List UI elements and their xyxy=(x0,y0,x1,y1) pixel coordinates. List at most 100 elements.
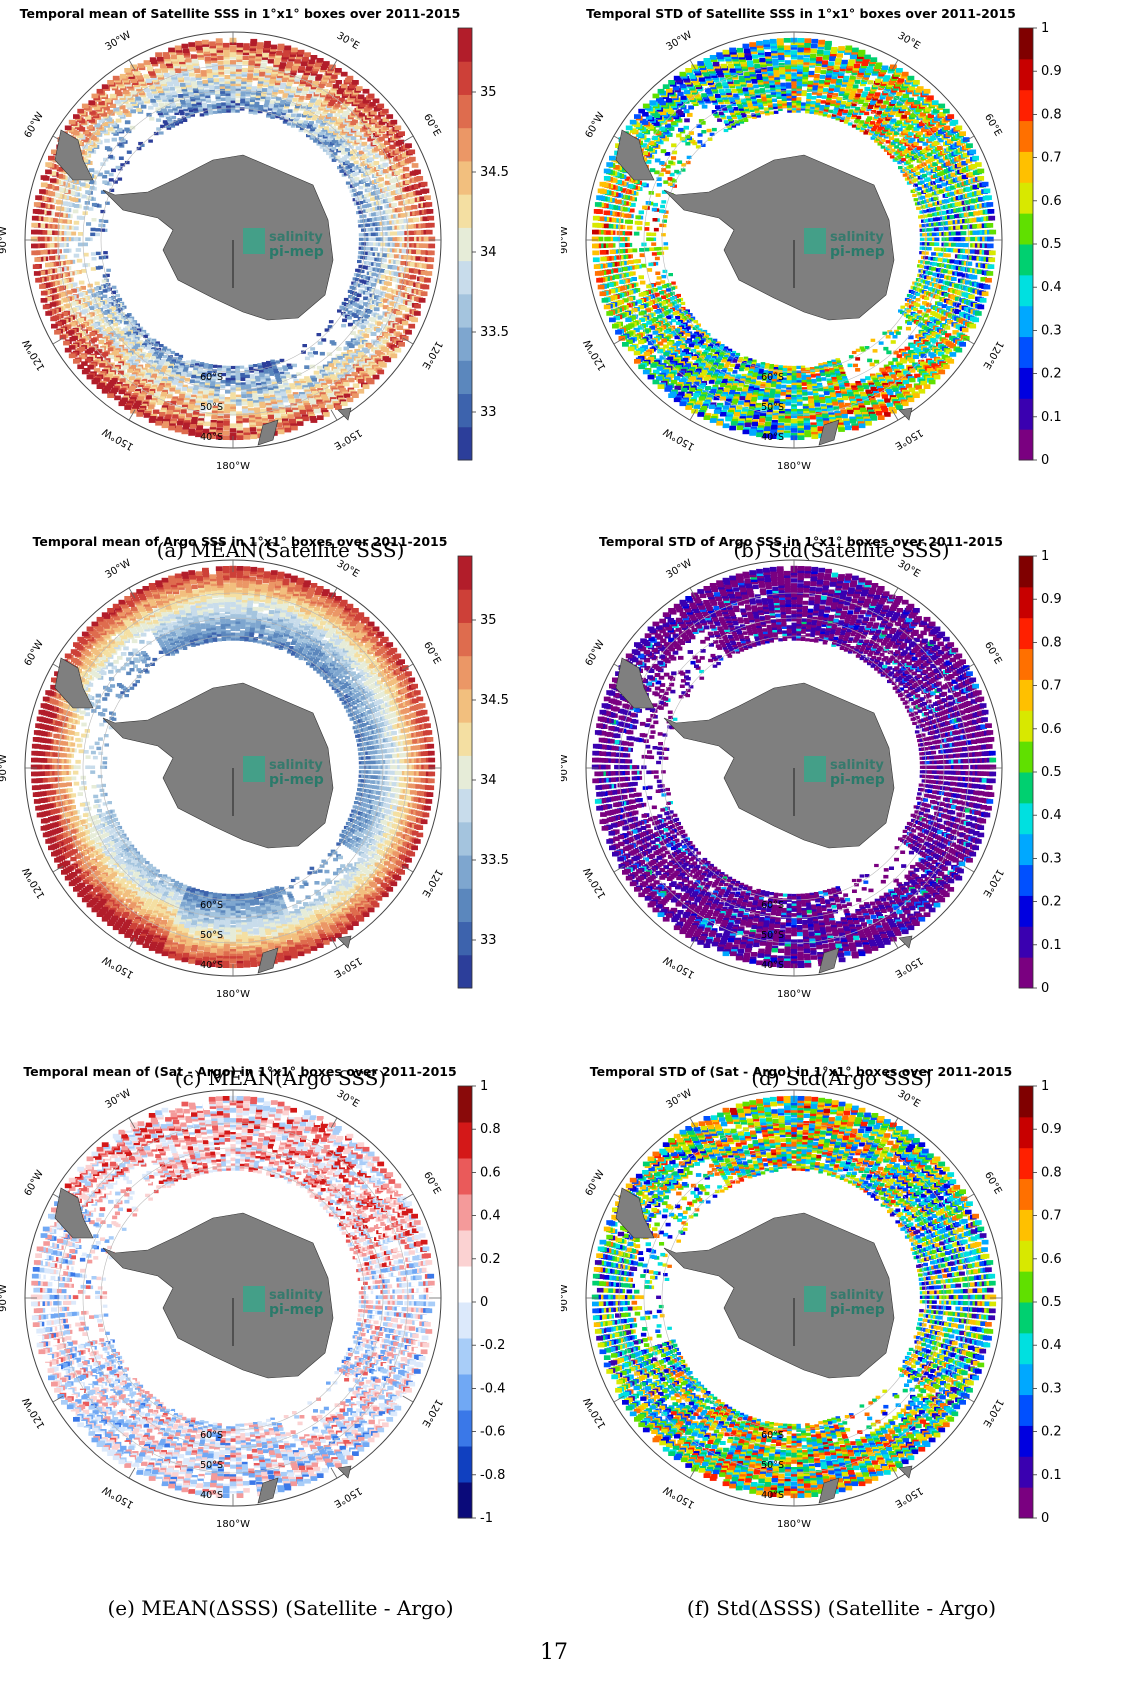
data-cell xyxy=(274,415,281,420)
data-cell xyxy=(318,124,324,129)
data-cell xyxy=(320,113,326,118)
data-cell xyxy=(832,111,838,115)
data-cell xyxy=(386,288,393,292)
data-cell xyxy=(408,218,415,223)
data-cell xyxy=(812,88,818,93)
data-cell xyxy=(815,66,821,71)
data-cell xyxy=(380,143,387,148)
data-cell xyxy=(181,87,188,92)
data-cell xyxy=(184,78,191,83)
data-cell xyxy=(942,108,950,114)
data-cell xyxy=(127,368,133,373)
data-cell xyxy=(370,331,377,336)
data-cell xyxy=(819,105,825,109)
data-cell xyxy=(256,87,263,91)
data-cell xyxy=(869,129,875,134)
data-cell xyxy=(261,362,267,366)
data-cell xyxy=(254,414,262,419)
data-cell xyxy=(76,215,83,220)
data-cell xyxy=(94,350,101,355)
data-cell xyxy=(142,367,148,372)
data-cell xyxy=(114,89,122,95)
data-cell xyxy=(260,379,266,384)
data-cell xyxy=(211,58,218,63)
data-cell xyxy=(250,431,257,437)
colorbar-swatch xyxy=(458,260,472,295)
data-cell xyxy=(203,109,209,114)
data-cell xyxy=(176,52,184,58)
data-cell xyxy=(267,412,274,417)
data-cell xyxy=(322,135,328,139)
data-cell xyxy=(258,107,264,111)
data-cell xyxy=(196,395,203,400)
data-cell xyxy=(279,64,286,69)
data-cell xyxy=(170,350,176,355)
data-cell xyxy=(316,365,323,370)
data-cell xyxy=(64,125,72,131)
data-cell xyxy=(274,83,280,88)
data-cell xyxy=(190,77,196,82)
data-cell xyxy=(360,251,366,255)
data-cell xyxy=(880,131,886,136)
data-cell xyxy=(387,197,394,202)
data-cell xyxy=(167,378,173,383)
data-cell xyxy=(77,242,84,247)
data-cell xyxy=(148,404,155,409)
data-cell xyxy=(291,425,298,431)
data-cell xyxy=(208,366,213,370)
data-cell xyxy=(950,185,956,190)
data-cell xyxy=(119,105,126,110)
data-cell xyxy=(264,73,271,78)
colorbar-frame xyxy=(457,27,473,461)
data-cell xyxy=(58,243,65,248)
data-cell xyxy=(184,364,190,369)
data-cell xyxy=(941,182,947,187)
data-cell xyxy=(102,174,108,179)
data-cell xyxy=(172,357,178,361)
data-cell xyxy=(261,57,268,63)
data-cell xyxy=(103,251,108,255)
data-cell xyxy=(160,359,166,363)
data-cell xyxy=(287,80,294,85)
data-cell xyxy=(165,370,171,374)
data-cell xyxy=(310,347,316,351)
data-cell xyxy=(263,371,269,375)
data-cell xyxy=(292,409,300,415)
data-cell xyxy=(69,336,76,342)
data-cell xyxy=(811,38,819,44)
data-cell xyxy=(247,68,254,73)
data-cell xyxy=(255,94,261,98)
data-cell xyxy=(261,92,267,97)
data-cell xyxy=(230,74,236,79)
data-cell xyxy=(360,325,367,330)
data-cell xyxy=(260,62,267,68)
data-cell xyxy=(883,109,890,114)
data-cell xyxy=(178,109,184,114)
data-cell xyxy=(276,50,283,56)
data-cell xyxy=(249,427,257,432)
data-cell xyxy=(915,171,921,176)
data-cell xyxy=(298,66,306,71)
data-cell xyxy=(224,82,231,87)
data-cell xyxy=(265,71,272,76)
data-cell xyxy=(868,103,875,107)
data-cell xyxy=(859,128,865,133)
data-cell xyxy=(211,103,217,107)
data-cell xyxy=(263,395,270,400)
data-cell xyxy=(372,98,380,104)
data-cell xyxy=(315,119,321,124)
data-cell xyxy=(311,377,317,382)
data-cell xyxy=(263,391,269,396)
data-cell xyxy=(303,129,309,133)
data-cell xyxy=(269,372,275,376)
data-cell xyxy=(830,102,836,107)
data-cell xyxy=(140,104,147,109)
data-cell xyxy=(294,93,300,98)
data-cell xyxy=(358,112,366,117)
data-cell xyxy=(372,247,378,251)
data-cell xyxy=(844,91,850,96)
data-cell xyxy=(52,186,60,191)
data-cell xyxy=(84,314,91,319)
data-cell xyxy=(45,296,52,302)
